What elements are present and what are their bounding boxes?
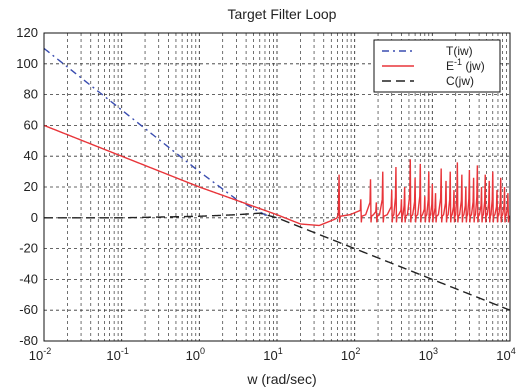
legend-label-2: C(jw) (446, 74, 474, 88)
y-tick-label: 0 (31, 210, 38, 225)
y-tick-label: 20 (24, 179, 38, 194)
x-tick-label: 102 (341, 346, 360, 363)
y-tick-label: 80 (24, 87, 38, 102)
x-tick-label: 104 (496, 346, 515, 363)
y-tick-label: 40 (24, 148, 38, 163)
x-tick-label: 103 (419, 346, 438, 363)
y-tick-label: -60 (19, 302, 38, 317)
plot-frame (43, 32, 511, 342)
y-tick-label: -40 (19, 271, 38, 286)
x-tick-label: 10-2 (29, 346, 51, 363)
x-axis-label: w (rad/sec) (246, 371, 316, 387)
y-tick-label: 120 (16, 25, 38, 40)
x-tick-label: 100 (186, 346, 205, 363)
y-tick-label: -80 (19, 333, 38, 348)
series-line-2 (44, 212, 511, 311)
chart-title: Target Filter Loop (228, 6, 337, 22)
legend-label-1: E-1 (jw) (446, 57, 485, 73)
plot-series (43, 47, 511, 311)
y-tick-label: -20 (19, 241, 38, 256)
y-tick-label: 100 (16, 56, 38, 71)
y-tick-label: 60 (24, 117, 38, 132)
x-tick-label: 10-1 (106, 346, 128, 363)
legend-label-0: T(iw) (446, 44, 473, 58)
series-line-0 (43, 47, 278, 219)
series-line-1 (43, 124, 511, 227)
legend: T(iw)E-1 (jw)C(jw) (373, 39, 501, 93)
x-tick-label: 101 (263, 346, 282, 363)
